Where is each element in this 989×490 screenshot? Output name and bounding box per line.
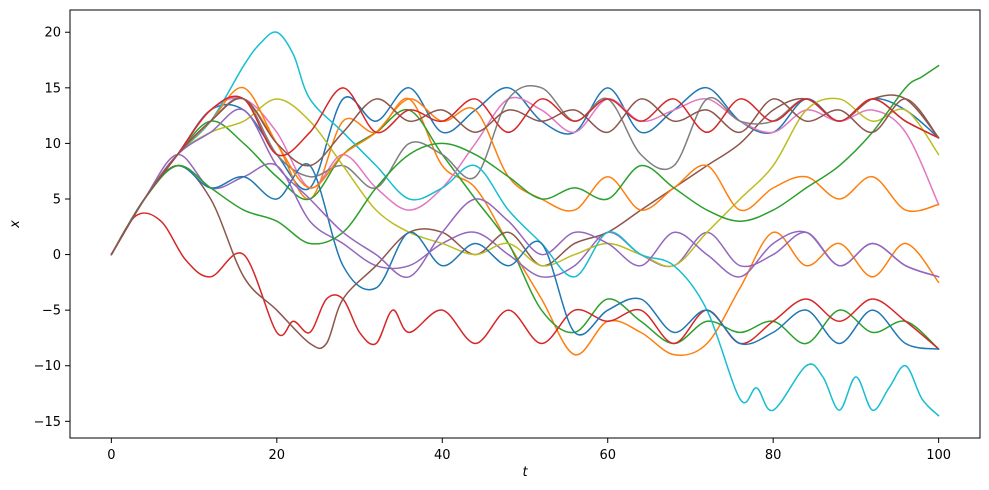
x-tick-label: 0 xyxy=(107,448,115,463)
x-tick-label: 100 xyxy=(926,448,951,463)
y-tick-label: 10 xyxy=(44,137,61,152)
y-tick-label: −10 xyxy=(34,359,61,374)
series-line-12 xyxy=(110,86,940,256)
x-tick-label: 40 xyxy=(434,448,451,463)
y-tick-label: 20 xyxy=(44,26,61,41)
series-line-11 xyxy=(110,163,940,350)
y-tick-label: −15 xyxy=(34,415,61,430)
y-tick-label: 0 xyxy=(53,248,61,263)
series-layer xyxy=(110,31,940,417)
x-axis: 0 20 40 60 80 100 xyxy=(107,438,951,463)
x-tick-label: 60 xyxy=(599,448,616,463)
series-line-13 xyxy=(110,64,940,256)
y-axis-label: x xyxy=(8,220,23,229)
y-tick-label: 15 xyxy=(44,81,61,96)
y-tick-label: −5 xyxy=(42,304,61,319)
x-axis-label: t xyxy=(522,465,528,480)
series-line-6 xyxy=(110,94,940,350)
y-tick-label: 5 xyxy=(53,192,61,207)
series-line-10 xyxy=(110,31,940,417)
series-line-15 xyxy=(110,108,940,278)
series-line-9 xyxy=(110,97,940,268)
y-axis: −15 −10 −5 0 5 10 15 20 xyxy=(34,26,70,430)
series-line-16 xyxy=(110,97,940,256)
x-tick-label: 20 xyxy=(269,448,286,463)
x-tick-label: 80 xyxy=(765,448,782,463)
plot-frame xyxy=(69,9,981,439)
series-line-3 xyxy=(110,108,940,350)
series-line-4 xyxy=(110,212,940,350)
